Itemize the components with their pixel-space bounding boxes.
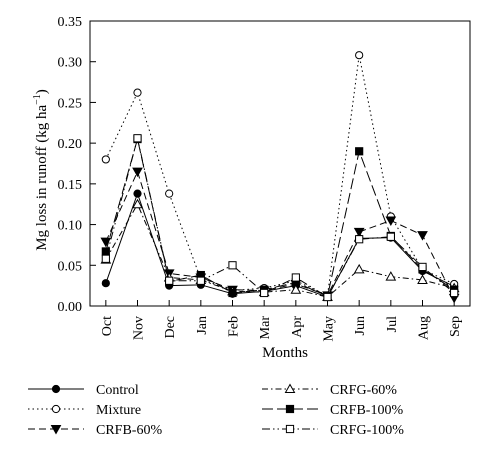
series-line xyxy=(105,138,455,298)
x-tick-label: Jan xyxy=(195,316,210,335)
legend-item: CRFG-60% xyxy=(262,383,397,398)
x-tick-label: Nov xyxy=(132,316,147,340)
x-axis: Oct Nov Dec Jan Feb Mar Apr May Jun Jul Aug Sep xyxy=(100,300,463,342)
legend-marker xyxy=(50,425,62,435)
x-tick-label: Apr xyxy=(290,316,305,338)
y-tick-label: 0.20 xyxy=(58,137,83,152)
series-layer xyxy=(100,51,460,304)
data-point xyxy=(355,51,364,60)
y-tick-label: 0.35 xyxy=(58,15,83,30)
data-point xyxy=(132,167,143,178)
data-point xyxy=(228,261,237,270)
data-point xyxy=(450,288,459,298)
y-tick-label: 0.30 xyxy=(58,56,83,71)
data-point xyxy=(385,216,397,227)
legend-item: Mixture xyxy=(28,403,141,418)
legend-marker xyxy=(285,404,295,414)
x-tick-label: Jun xyxy=(353,316,368,335)
data-point xyxy=(418,262,427,272)
data-point xyxy=(323,292,332,302)
series-line xyxy=(105,55,455,297)
data-point xyxy=(353,227,365,238)
data-point xyxy=(290,284,302,294)
x-tick-label: Jul xyxy=(385,316,400,332)
y-tick-label: 0.15 xyxy=(58,178,83,193)
legend-marker xyxy=(285,424,295,434)
data-point xyxy=(101,279,110,288)
data-point xyxy=(165,189,174,198)
plot-area xyxy=(89,20,471,307)
x-tick-label: Dec xyxy=(163,316,178,339)
x-tick-label: Feb xyxy=(227,316,242,337)
data-point xyxy=(355,235,364,244)
series-line xyxy=(105,203,455,298)
data-point xyxy=(133,189,142,198)
data-point xyxy=(353,263,365,274)
data-point xyxy=(291,273,300,282)
y-axis: 0.00 0.05 0.10 0.15 0.20 0.25 0.30 0.35 xyxy=(58,15,96,315)
legend-label: Control xyxy=(96,383,139,398)
y-tick-label: 0.10 xyxy=(58,219,83,234)
legend-marker xyxy=(51,384,61,394)
data-point xyxy=(260,288,269,298)
y-tick-label: 0.25 xyxy=(58,96,83,111)
plot-frame xyxy=(89,20,471,307)
series-crfg-100- xyxy=(101,134,459,302)
data-point xyxy=(228,288,237,298)
x-tick-label: May xyxy=(322,316,337,342)
data-point xyxy=(417,231,428,241)
legend-label: CRFG-60% xyxy=(330,383,397,398)
legend-label: Mixture xyxy=(96,403,141,418)
data-point xyxy=(132,198,143,209)
legend-marker xyxy=(51,404,61,414)
legend-label: CRFB-100% xyxy=(330,403,403,418)
data-point xyxy=(101,155,110,164)
data-point xyxy=(133,134,142,143)
series-line xyxy=(105,170,455,299)
series-line xyxy=(105,192,455,298)
data-point xyxy=(133,88,142,97)
x-tick-label: Aug xyxy=(417,316,432,340)
data-point xyxy=(386,232,395,241)
data-point xyxy=(196,276,205,285)
y-tick-label: 0.05 xyxy=(58,259,83,274)
legend-item: CRFB-100% xyxy=(262,403,403,418)
legend: Control Mixture CRFB-60% CRFG-60% CRFB-100% C… xyxy=(28,383,404,438)
data-point xyxy=(417,274,428,284)
series-mixture xyxy=(101,51,459,300)
y-tick-label: 0.00 xyxy=(58,300,83,315)
data-point xyxy=(101,254,110,263)
legend-item: CRFG-100% xyxy=(262,423,404,438)
legend-marker xyxy=(284,383,296,393)
data-point xyxy=(100,237,112,248)
x-tick-label: Oct xyxy=(100,316,115,336)
data-point xyxy=(355,147,364,156)
data-point xyxy=(385,271,397,281)
legend-item: Control xyxy=(28,383,139,398)
y-axis-title: Mg loss in runoff (kg ha−1) xyxy=(32,89,50,251)
x-axis-title: Months xyxy=(262,345,308,361)
data-point xyxy=(165,276,174,285)
data-point xyxy=(101,247,110,256)
series-crfb-60- xyxy=(100,167,460,304)
legend-item: CRFB-60% xyxy=(28,423,162,438)
legend-label: CRFB-60% xyxy=(96,423,162,438)
series-line xyxy=(105,138,455,297)
x-tick-label: Mar xyxy=(258,316,273,340)
x-tick-label: Sep xyxy=(448,316,463,337)
legend-label: CRFG-100% xyxy=(330,423,404,438)
